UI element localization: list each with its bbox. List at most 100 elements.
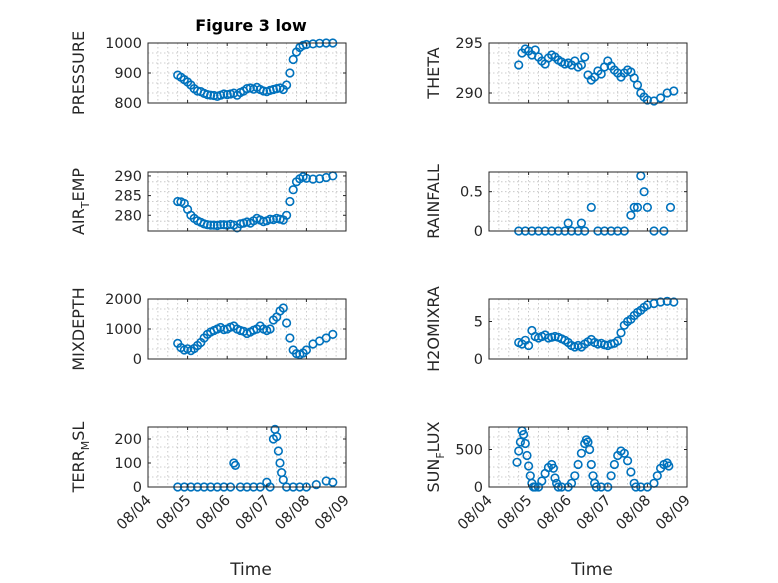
subplot-mixdepth: 0 1000 2000 MIXDEPTH	[69, 287, 347, 371]
data-point	[613, 336, 623, 346]
x-tick-label: 08/05	[495, 493, 536, 534]
y-axis-label: MIXDEPTH	[69, 287, 88, 370]
x-tick-label: 08/09	[653, 493, 694, 534]
y-tick-label: 0	[133, 480, 142, 496]
subplot-pressure: 800 900 1000 PRESSURE	[69, 31, 347, 115]
data-point	[664, 461, 674, 471]
data-point	[616, 328, 626, 338]
x-tick-label: 08/09	[312, 493, 353, 534]
y-tick-label: 0	[474, 352, 483, 368]
data-point	[523, 461, 534, 471]
data-point	[321, 476, 331, 486]
y-tick-label: 290	[114, 169, 142, 185]
data-point	[282, 80, 292, 90]
subplot-theta: 290 295 THETA	[424, 36, 688, 106]
y-tick-label: 5	[474, 315, 483, 331]
y-tick-label: 280	[114, 208, 142, 224]
x-axis-label: Time	[570, 560, 613, 580]
subplot-air-temp: 280 285 290 AIRTEMP	[69, 168, 347, 235]
y-tick-label: 500	[455, 443, 483, 459]
data-point	[652, 471, 662, 481]
axes-frame	[488, 298, 688, 360]
data-point	[512, 457, 522, 467]
y-tick-label: 100	[114, 456, 142, 472]
axes-frame	[488, 426, 688, 488]
data-point	[230, 460, 240, 471]
data-point	[282, 210, 292, 220]
data-point	[626, 210, 636, 220]
x-tick-label: 08/04	[114, 493, 155, 534]
data-point	[665, 202, 676, 212]
data-point	[609, 459, 620, 470]
data-point	[272, 432, 282, 442]
data-point	[328, 329, 338, 340]
data-point	[626, 467, 636, 477]
data-point	[206, 220, 216, 230]
y-axis-label: PRESSURE	[69, 31, 88, 115]
data-point	[523, 340, 534, 351]
axes-frame	[147, 171, 347, 232]
y-tick-label: 1000	[105, 36, 142, 52]
data-point	[301, 39, 312, 50]
data-point	[570, 471, 580, 481]
gridlines	[489, 172, 687, 231]
x-tick-label: 08/05	[154, 493, 195, 534]
data-point	[522, 450, 532, 461]
data-point	[576, 218, 587, 228]
y-axis-label: RAINFALL	[424, 164, 443, 239]
data-series	[173, 303, 338, 360]
data-point	[515, 437, 526, 447]
data-point	[548, 463, 559, 473]
data-series	[173, 38, 338, 101]
y-tick-label: 0	[133, 352, 142, 368]
data-point	[265, 324, 275, 334]
x-tick-label: 08/06	[534, 493, 575, 534]
data-point	[202, 220, 212, 230]
data-point	[288, 54, 298, 65]
y-tick-label: 0	[474, 480, 483, 496]
data-point	[576, 60, 587, 70]
data-point	[282, 318, 292, 328]
y-tick-label: 1000	[105, 322, 142, 338]
axes-frame	[488, 171, 688, 232]
data-point	[632, 202, 643, 212]
data-point	[669, 297, 679, 307]
data-point	[639, 187, 649, 197]
y-tick-label: 295	[455, 36, 483, 52]
data-point	[669, 86, 679, 96]
data-point	[311, 480, 321, 490]
data-series	[514, 296, 679, 352]
y-tick-label: 800	[114, 96, 142, 112]
y-tick-label: 200	[114, 432, 142, 448]
x-tick-label: 08/08	[613, 493, 654, 534]
data-point	[265, 214, 275, 224]
data-point	[278, 303, 288, 313]
axes-frame	[488, 42, 688, 104]
data-point	[328, 477, 338, 487]
data-point	[584, 444, 595, 455]
x-tick-label: 08/07	[233, 493, 274, 534]
data-point	[619, 448, 629, 458]
data-point	[655, 93, 666, 103]
data-point	[278, 475, 288, 485]
y-tick-label: 290	[455, 86, 483, 102]
y-axis-label: TERRMSL	[69, 422, 92, 494]
subplot-rainfall: 0 0.5 RAINFALL	[424, 164, 688, 240]
data-point	[315, 174, 325, 184]
data-point	[275, 458, 285, 468]
data-point	[514, 60, 524, 70]
data-point	[662, 296, 672, 306]
data-point	[273, 446, 284, 456]
gridlines	[148, 427, 346, 487]
data-point	[642, 95, 653, 105]
y-tick-label: 2000	[105, 292, 142, 308]
data-point	[622, 456, 633, 466]
x-tick-label: 08/04	[455, 493, 496, 534]
data-series	[514, 44, 679, 106]
y-axis-label: H2OMIXRA	[424, 286, 443, 372]
data-point	[209, 220, 219, 230]
y-axis-label: SUNFLUX	[424, 421, 447, 492]
